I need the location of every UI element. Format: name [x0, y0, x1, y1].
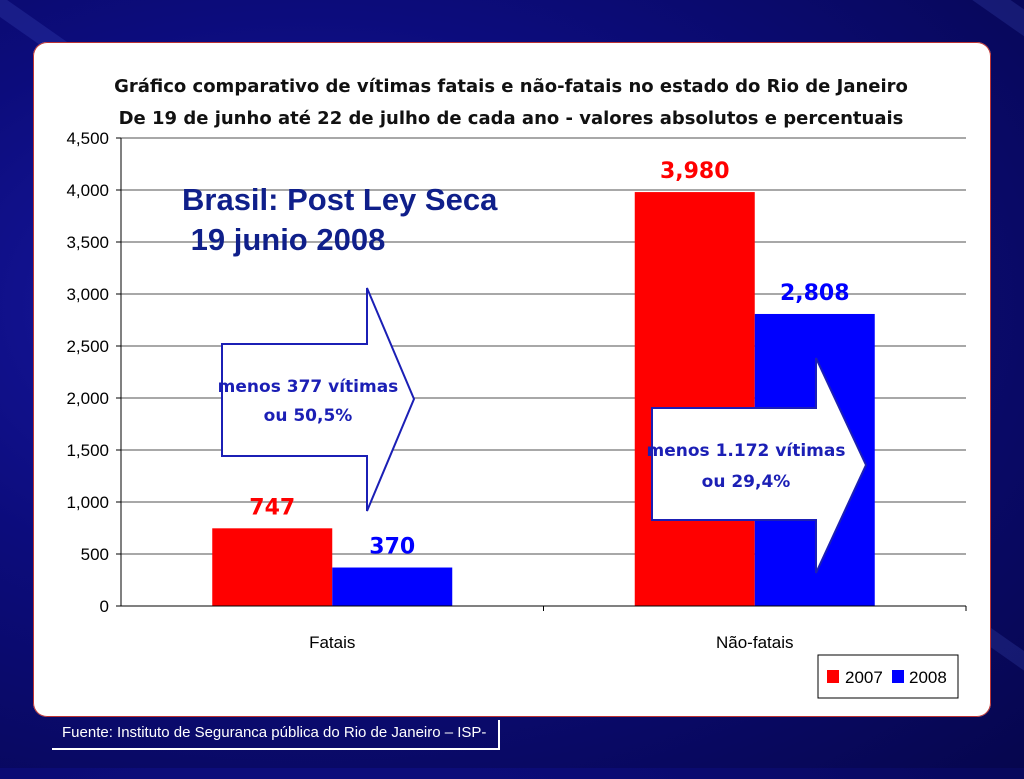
y-tick-label: 2,000 [66, 389, 109, 408]
legend-swatch-2007 [827, 670, 839, 683]
arrow-naofatais-text-line2: ou 29,4% [702, 472, 791, 492]
overlay-caption-line2: 19 junio 2008 [182, 222, 385, 257]
chart-subtitle: De 19 de junho até 22 de julho de cada a… [119, 108, 904, 129]
chart-title: Gráfico comparativo de vítimas fatais e … [114, 76, 908, 97]
arrow-naofatais-text-line1: menos 1.172 vítimas [647, 441, 846, 461]
source-footnote: Fuente: Instituto de Seguranca pública d… [52, 720, 501, 750]
data-label: 2,808 [780, 281, 850, 306]
y-tick-label: 1,000 [66, 493, 109, 512]
y-tick-label: 4,000 [66, 181, 109, 200]
y-tick-label: 2,500 [66, 337, 109, 356]
legend-box [817, 654, 959, 699]
arrow-fatais-text-line1: menos 377 vítimas [218, 377, 399, 397]
arrow-fatais-text-line2: ou 50,5% [264, 406, 353, 426]
bar-2007-fatais [212, 528, 333, 606]
legend: 2007 2008 [817, 654, 959, 699]
bar-2008-fatais [332, 567, 453, 606]
y-tick-label: 3,000 [66, 285, 109, 304]
data-label: 3,980 [660, 159, 730, 184]
legend-label-2008: 2008 [909, 668, 947, 687]
x-category-label: Não-fatais [716, 633, 793, 652]
y-tick-label: 0 [100, 597, 109, 616]
y-tick-label: 3,500 [66, 233, 109, 252]
legend-label-2007: 2007 [845, 668, 883, 687]
y-tick-label: 1,500 [66, 441, 109, 460]
y-tick-label: 4,500 [66, 129, 109, 148]
arrow-fatais-shape [221, 287, 416, 512]
data-label: 370 [369, 535, 415, 560]
arrow-naofatais-shape [651, 357, 868, 574]
legend-swatch-2008 [892, 670, 904, 683]
y-tick-label: 500 [81, 545, 109, 564]
overlay-caption-line1: Brasil: Post Ley Seca [182, 182, 498, 217]
bar-2007-nao-fatais [634, 192, 755, 606]
data-label: 747 [249, 495, 295, 520]
x-category-label: Fatais [309, 633, 355, 652]
